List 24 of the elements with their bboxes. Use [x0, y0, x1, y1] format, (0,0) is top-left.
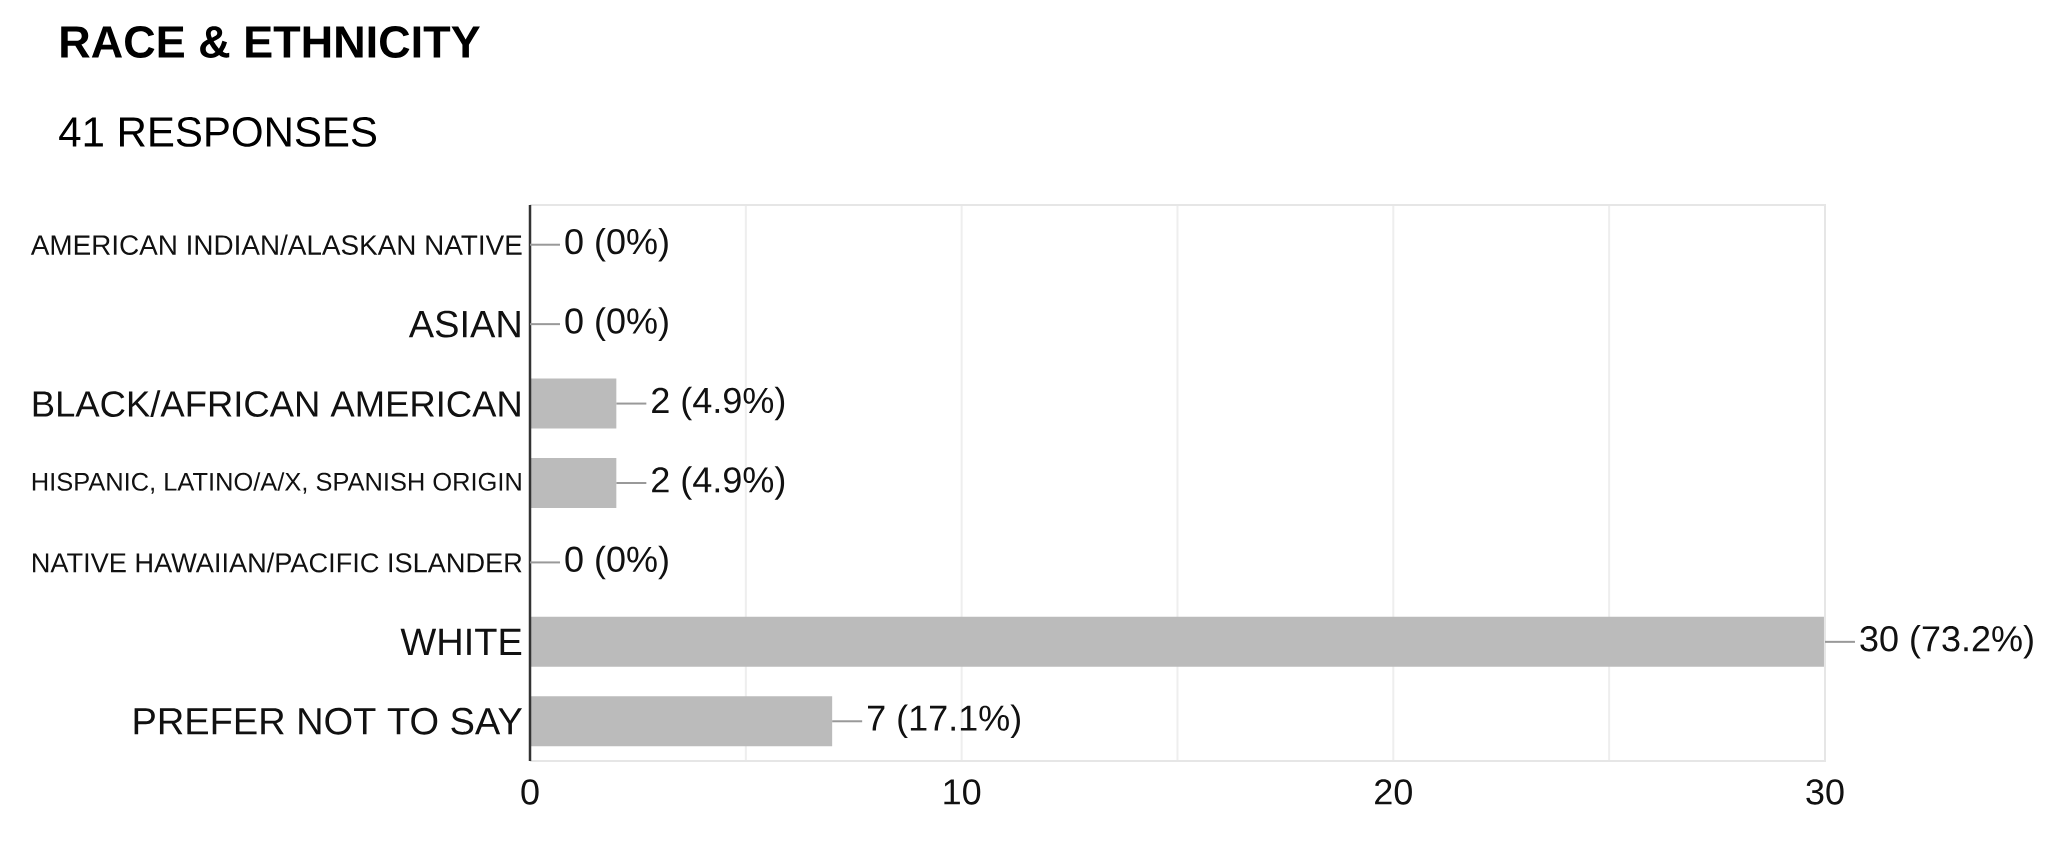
data-label: 2 (4.9%) — [652, 466, 785, 500]
y-tick-label: ASIAN — [408, 310, 520, 338]
x-tick-label: 0 — [521, 779, 539, 805]
bar — [530, 457, 617, 509]
x-tick-label: 10 — [944, 779, 981, 805]
y-tick-label: NATIVE HAWAIIAN/PACIFIC ISLANDER — [33, 552, 522, 573]
data-label: 0 (0%) — [565, 545, 668, 580]
data-label: 7 (17.1%) — [868, 704, 1020, 739]
x-tick-label: 20 — [1375, 779, 1412, 805]
x-tick-label: 30 — [1806, 779, 1844, 805]
bar — [530, 696, 833, 747]
data-label: 30 (73.2%) — [1860, 625, 2033, 659]
y-tick-label: HISPANIC, LATINO/A/X, SPANISH ORIGIN — [32, 472, 521, 494]
data-label: 0 (0%) — [565, 227, 668, 262]
bar — [530, 616, 1825, 667]
data-label: 0 (0%) — [565, 307, 668, 341]
chart-title: RACE & ETHNICITY — [61, 26, 480, 58]
y-tick-label: AMERICAN INDIAN/ALASKAN NATIVE — [30, 234, 522, 255]
y-tick-label: PREFER NOT TO SAY — [134, 707, 523, 735]
chart-subtitle: 41 RESPONSES — [59, 117, 377, 147]
data-label: 2 (4.9%) — [652, 386, 785, 421]
y-tick-label: WHITE — [400, 628, 522, 655]
bar — [530, 378, 617, 429]
y-tick-label: BLACK/AFRICAN AMERICAN — [33, 390, 520, 417]
